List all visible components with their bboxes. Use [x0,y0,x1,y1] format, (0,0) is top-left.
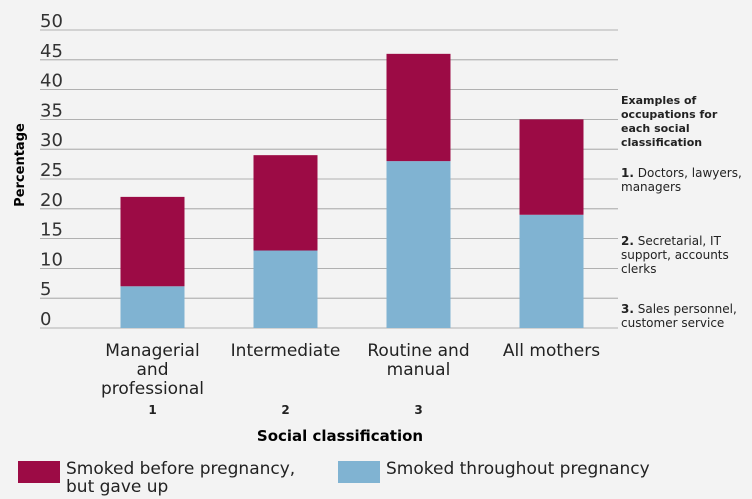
item-text: Secretarial, IT support, accounts clerks [621,234,729,276]
y-tick-label: 50 [40,11,63,32]
category-number: 3 [414,403,423,417]
y-tick-label: 15 [40,220,63,241]
y-tick-label: 0 [40,309,51,330]
bar-segment [120,196,185,287]
legend-swatch [18,461,60,483]
legend-swatch [338,461,380,483]
x-tick-label: Intermediate [230,341,341,361]
y-axis-title: Percentage [13,123,28,207]
y-tick-label: 45 [40,41,63,62]
y-tick-label: 20 [40,190,63,211]
category-number: 2 [281,403,290,417]
y-tick-label: 30 [40,130,63,151]
sidebar-title: Examples of occupations for each social … [621,94,718,149]
bar-segment [253,250,318,328]
bar-segment [120,286,185,328]
legend-label: Smoked before pregnancy, but gave up [66,459,296,497]
x-tick-label: Managerial and professional [100,341,204,399]
x-axis-title: Social classification [257,427,423,445]
y-tick-label: 40 [40,71,63,92]
sidebar-item: 3. Sales personnel, customer service [621,302,743,330]
item-number: 2. [621,234,634,248]
x-tick-label: Routine and manual [367,341,470,380]
y-tick-label: 10 [40,249,63,270]
bar-segment [386,161,451,328]
item-number: 3. [621,302,634,316]
sidebar-item: 1. Doctors, lawyers, managers [621,166,743,194]
bar-segment [253,155,318,251]
y-tick-label: 35 [40,100,63,121]
y-tick-label: 5 [40,279,51,300]
legend-label: Smoked throughout pregnancy [386,459,650,479]
category-number: 1 [148,403,157,417]
bar-segment [519,119,584,215]
bar-segment [386,53,451,162]
item-text: Sales personnel, customer service [621,302,737,330]
item-number: 1. [621,166,634,180]
sidebar-item: 2. Secretarial, IT support, accounts cle… [621,234,743,276]
item-text: Doctors, lawyers, managers [621,166,742,194]
x-tick-label: All mothers [502,341,601,361]
y-tick-label: 25 [40,160,63,181]
bar-segment [519,214,584,328]
